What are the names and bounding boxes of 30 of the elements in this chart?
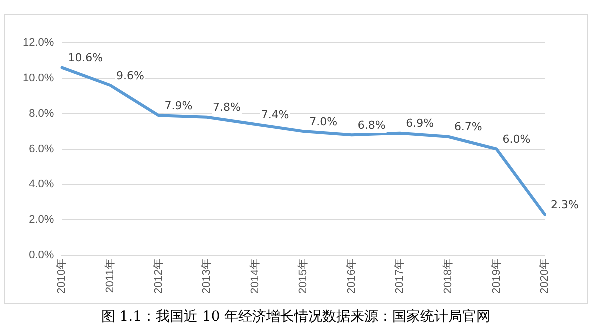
- data-label: 6.0%: [502, 133, 531, 146]
- data-label: 10.6%: [68, 52, 104, 65]
- y-tick-label: 4.0%: [29, 178, 54, 191]
- data-label: 7.9%: [164, 99, 193, 112]
- x-tick-label: 2014年: [249, 258, 262, 294]
- data-label: 6.8%: [358, 118, 386, 132]
- x-tick-label: 2017年: [394, 258, 406, 294]
- data-label: 6.9%: [406, 117, 434, 130]
- caption: 图 1.1：我国近 10 年经济增长情况数据来源：国家统计局官网: [100, 308, 492, 326]
- x-tick-label: 2016年: [346, 258, 358, 294]
- x-tick-label: 2019年: [490, 258, 503, 294]
- x-tick-label: 2020年: [539, 258, 552, 294]
- x-tick-label: 2013年: [201, 258, 214, 294]
- y-tick-label: 2.0%: [29, 214, 54, 226]
- data-label: 2.3%: [551, 198, 579, 212]
- y-tick-label: 8.0%: [29, 108, 54, 120]
- data-label: 7.0%: [310, 115, 338, 128]
- y-tick-label: 6.0%: [29, 143, 54, 156]
- y-tick-label: 10.0%: [22, 72, 54, 84]
- data-label: 7.8%: [213, 101, 241, 114]
- data-label: 9.6%: [116, 69, 144, 82]
- x-tick-label: 2010年: [56, 258, 68, 294]
- data-label: 6.7%: [454, 120, 482, 134]
- x-tick-label: 2012年: [152, 258, 165, 294]
- y-tick-label: 12.0%: [22, 37, 54, 50]
- x-tick-label: 2011年: [104, 258, 116, 294]
- x-tick-label: 2015年: [298, 258, 310, 294]
- data-label: 7.4%: [261, 108, 290, 122]
- x-tick-label: 2018年: [442, 258, 454, 294]
- y-tick-label: 0.0%: [29, 250, 54, 262]
